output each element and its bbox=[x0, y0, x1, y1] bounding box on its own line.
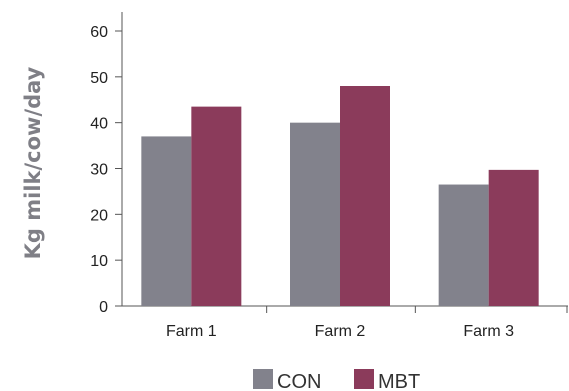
bar-mbt-1 bbox=[191, 106, 242, 306]
y-tick-label: 10 bbox=[90, 253, 108, 270]
y-axis-title: Kg milk/cow/day bbox=[21, 66, 45, 259]
bar-mbt-3 bbox=[488, 169, 539, 306]
legend-label-mbt: MBT bbox=[378, 371, 420, 391]
x-tick-label: Farm 2 bbox=[315, 323, 366, 340]
y-tick-label: 50 bbox=[90, 70, 108, 87]
y-tick-label: 20 bbox=[90, 207, 108, 224]
y-axis: 0 10 20 30 40 50 60 bbox=[90, 12, 123, 316]
y-tick-label: 60 bbox=[90, 24, 108, 41]
y-tick-label: 30 bbox=[90, 162, 108, 179]
bar-con-2 bbox=[290, 122, 340, 307]
bar-con-1 bbox=[141, 136, 192, 306]
bar-con-3 bbox=[438, 184, 489, 306]
x-tick-label: Farm 3 bbox=[463, 323, 514, 340]
y-tick-label: 0 bbox=[99, 299, 108, 316]
legend-swatch-mbt bbox=[354, 369, 374, 389]
bar-mbt-2 bbox=[340, 86, 390, 306]
legend: CON MBT bbox=[253, 369, 420, 391]
y-tick-label: 40 bbox=[90, 116, 108, 133]
bars bbox=[141, 86, 539, 307]
legend-swatch-con bbox=[253, 369, 273, 389]
legend-label-con: CON bbox=[277, 371, 321, 391]
x-axis: Farm 1 Farm 2 Farm 3 bbox=[122, 305, 568, 340]
x-tick-label: Farm 1 bbox=[166, 323, 217, 340]
